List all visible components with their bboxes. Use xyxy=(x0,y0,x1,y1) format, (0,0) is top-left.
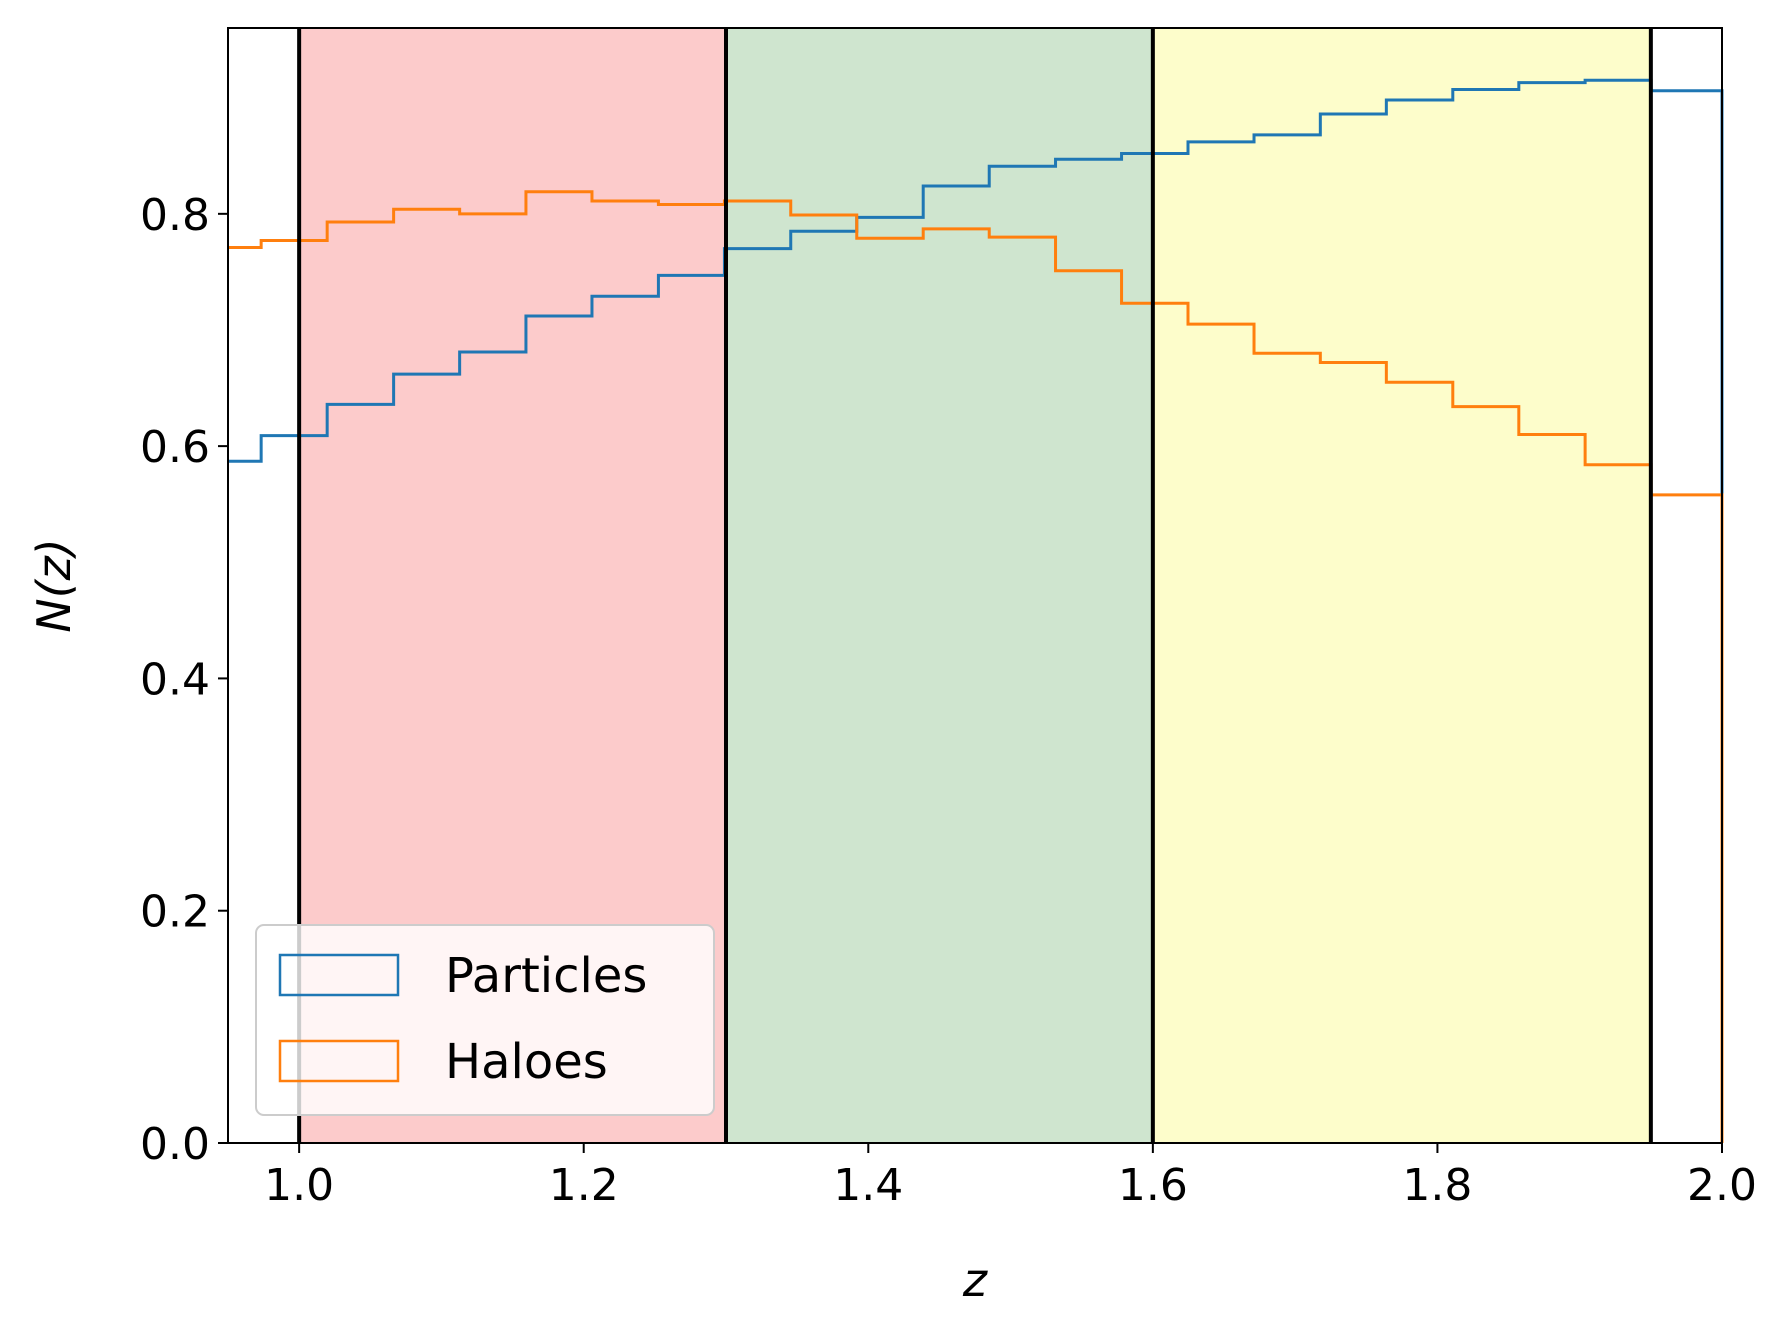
legend-label-particles: Particles xyxy=(445,948,647,1004)
y-tick-label: 0.2 xyxy=(140,887,210,938)
y-tick-label: 0.8 xyxy=(140,190,210,241)
x-tick-label: 1.4 xyxy=(833,1160,903,1211)
legend-box xyxy=(255,924,715,1116)
series-step-particles xyxy=(228,78,1724,1143)
legend-swatch-haloes xyxy=(278,1039,400,1083)
y-tick-label: 0.4 xyxy=(140,654,210,705)
y-axis-ticks: 0.0 0.2 0.4 0.6 0.8 xyxy=(140,190,228,1170)
legend-label-haloes: Haloes xyxy=(445,1034,608,1090)
x-tick-label: 2.0 xyxy=(1687,1160,1757,1211)
x-tick-label: 1.2 xyxy=(549,1160,619,1211)
x-axis-ticks: 1.0 1.2 1.4 1.6 1.8 2.0 xyxy=(264,1143,1757,1211)
x-tick-label: 1.0 xyxy=(264,1160,334,1211)
y-tick-label: 0.0 xyxy=(140,1119,210,1170)
series-step-haloes xyxy=(228,190,1724,1143)
shaded-region-2 xyxy=(1152,28,1651,1143)
y-axis-label: N(z) xyxy=(27,538,81,632)
legend: Particles Haloes xyxy=(255,924,715,1116)
histogram-series xyxy=(228,78,1724,1143)
legend-swatch-particles xyxy=(278,953,400,997)
axes-frame xyxy=(227,27,1723,1144)
x-tick-label: 1.6 xyxy=(1118,1160,1188,1211)
x-tick-label: 1.8 xyxy=(1402,1160,1472,1211)
x-axis-label: z xyxy=(962,1253,988,1307)
shaded-region-1 xyxy=(726,28,1153,1143)
y-tick-label: 0.6 xyxy=(140,422,210,473)
